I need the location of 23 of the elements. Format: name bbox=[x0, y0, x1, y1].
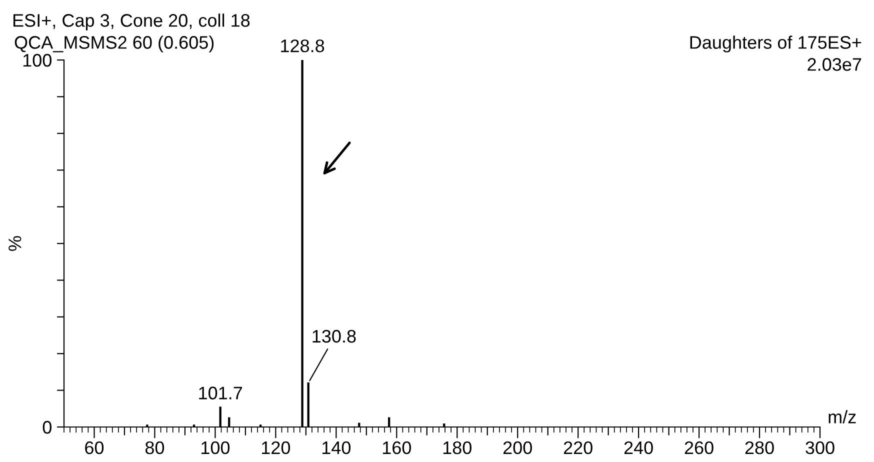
x-tick-label: 260 bbox=[684, 441, 714, 454]
text: Daughters of 175ES+ bbox=[690, 36, 862, 52]
x-tick-label: 140 bbox=[322, 441, 351, 454]
annotation: 101.7 bbox=[199, 386, 242, 400]
x-tick-label: 300 bbox=[806, 441, 834, 454]
x-tick-label: 160 bbox=[382, 441, 411, 454]
chart-subtitle: QCA_MSMS2 60 (0.605) bbox=[14, 36, 214, 52]
x-tick-label: 240 bbox=[624, 441, 653, 454]
x-tick-label: 200 bbox=[503, 441, 532, 454]
annotation: 2.03e7 bbox=[808, 58, 862, 71]
x-tick-label: 120 bbox=[262, 441, 290, 454]
x-tick-label: 180 bbox=[443, 441, 472, 454]
chart-title: ESI+, Cap 3, Cone 20, coll 18 bbox=[13, 14, 250, 30]
x-tick-label: 280 bbox=[745, 441, 774, 454]
y-tick-label: 0 bbox=[42, 420, 52, 434]
x-tick-label: 80 bbox=[145, 441, 164, 454]
y-axis-title: % bbox=[8, 236, 22, 251]
x-axis-title: m/z bbox=[828, 410, 856, 424]
x-tick-label: 220 bbox=[564, 441, 592, 454]
x-tick-label: 60 bbox=[85, 441, 104, 454]
annotation: 130.8 bbox=[312, 330, 356, 343]
annotation: 128.8 bbox=[281, 39, 324, 52]
x-tick-label: 100 bbox=[202, 441, 230, 454]
